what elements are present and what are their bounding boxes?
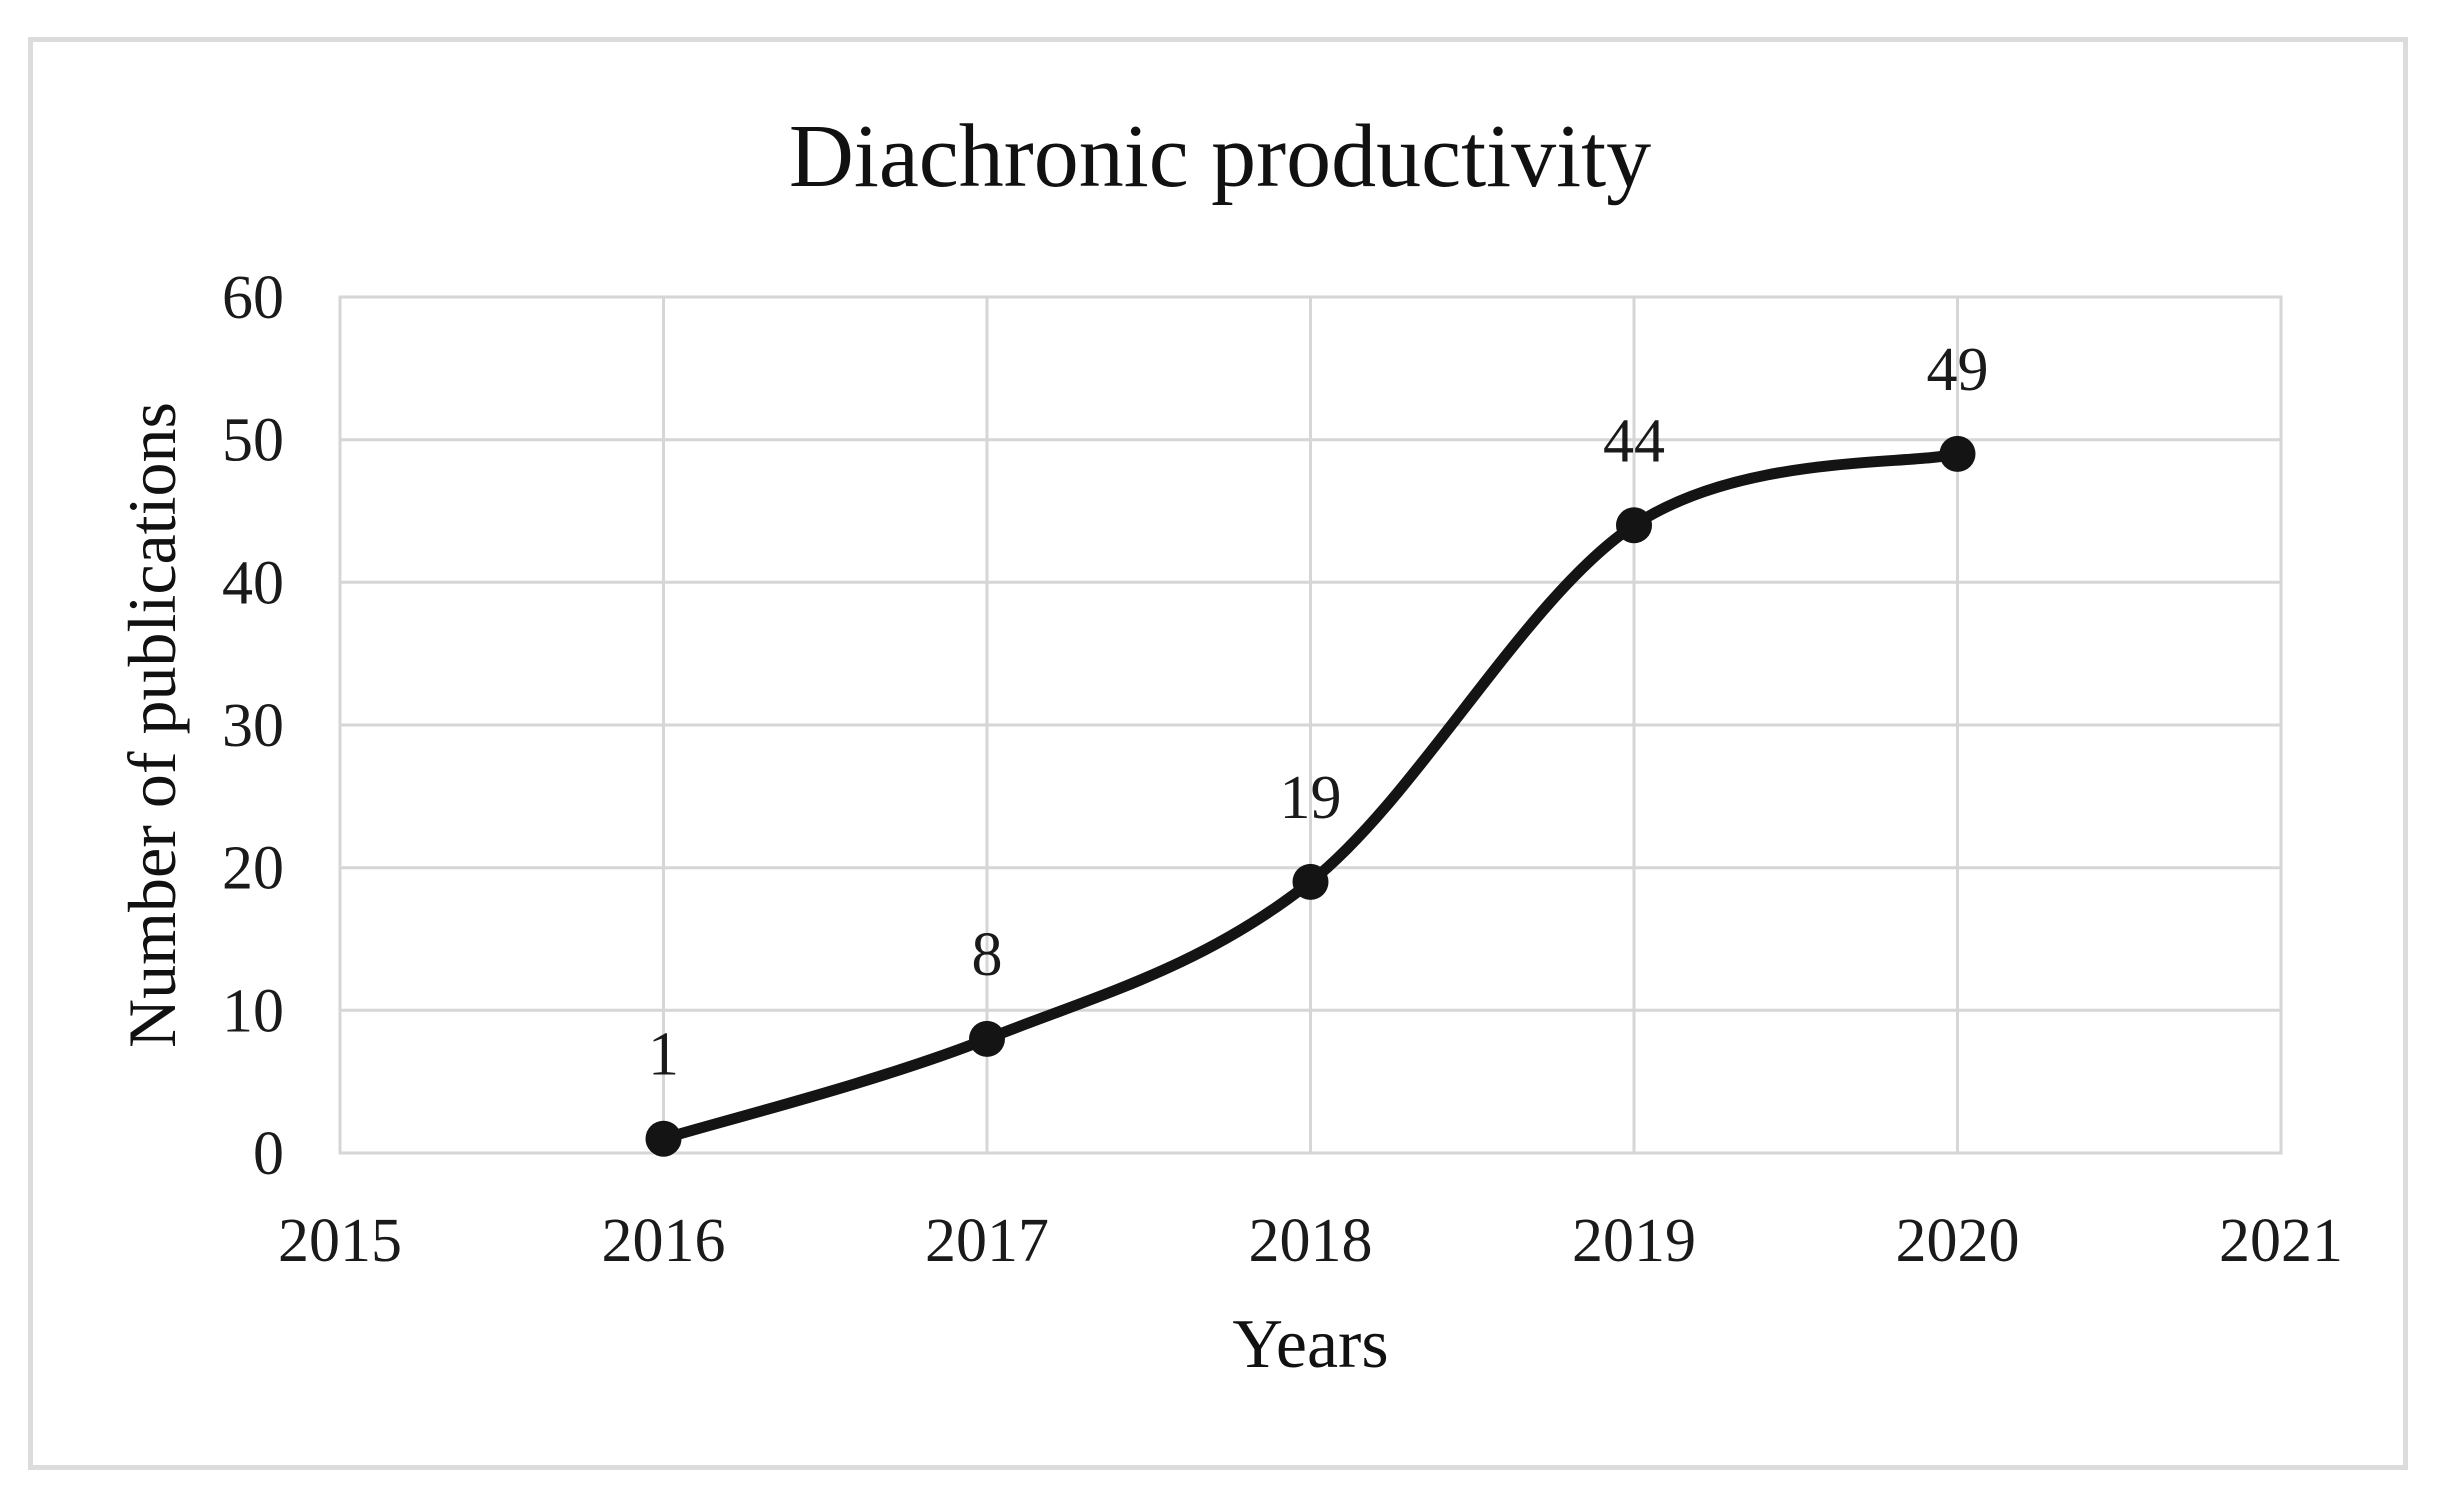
x-tick-label: 2020: [1896, 1207, 2020, 1275]
y-tick-label: 60: [222, 264, 284, 332]
data-point-label: 19: [1280, 764, 1342, 832]
plot-area-border: [338, 295, 2283, 1155]
x-tick-label: 2021: [2219, 1207, 2343, 1275]
data-point-label: 1: [648, 1021, 679, 1089]
data-point-label: 44: [1603, 407, 1665, 475]
data-point-marker: [645, 1120, 682, 1157]
y-tick-label: 40: [222, 549, 284, 617]
y-tick-label: 20: [222, 835, 284, 903]
data-point-marker: [969, 1020, 1005, 1057]
data-point-label: 49: [1927, 336, 1989, 404]
y-tick-label: 0: [253, 1120, 284, 1188]
y-tick-label: 50: [222, 407, 284, 475]
data-point-label: 8: [972, 921, 1003, 989]
x-tick-label: 2016: [602, 1207, 726, 1275]
figure-border: [28, 37, 2408, 1470]
x-tick-label: 2019: [1572, 1207, 1696, 1275]
x-tick-label: 2015: [278, 1207, 402, 1275]
x-tick-label: 2018: [1249, 1207, 1373, 1275]
y-tick-label: 10: [222, 977, 284, 1045]
data-point-marker: [1616, 507, 1652, 544]
data-point-marker: [1939, 435, 1976, 472]
x-axis-title: Years: [1232, 1306, 1389, 1383]
y-tick-label: 30: [222, 692, 284, 760]
chart-title: Diachronic productivity: [788, 107, 1652, 206]
data-point-marker: [1292, 863, 1329, 900]
x-tick-label: 2017: [925, 1207, 1049, 1275]
